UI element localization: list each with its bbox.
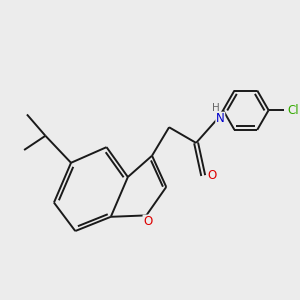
Text: N: N: [216, 112, 225, 125]
Text: H: H: [212, 103, 220, 113]
Text: O: O: [207, 169, 216, 182]
Text: O: O: [143, 215, 152, 228]
Text: Cl: Cl: [287, 104, 299, 117]
